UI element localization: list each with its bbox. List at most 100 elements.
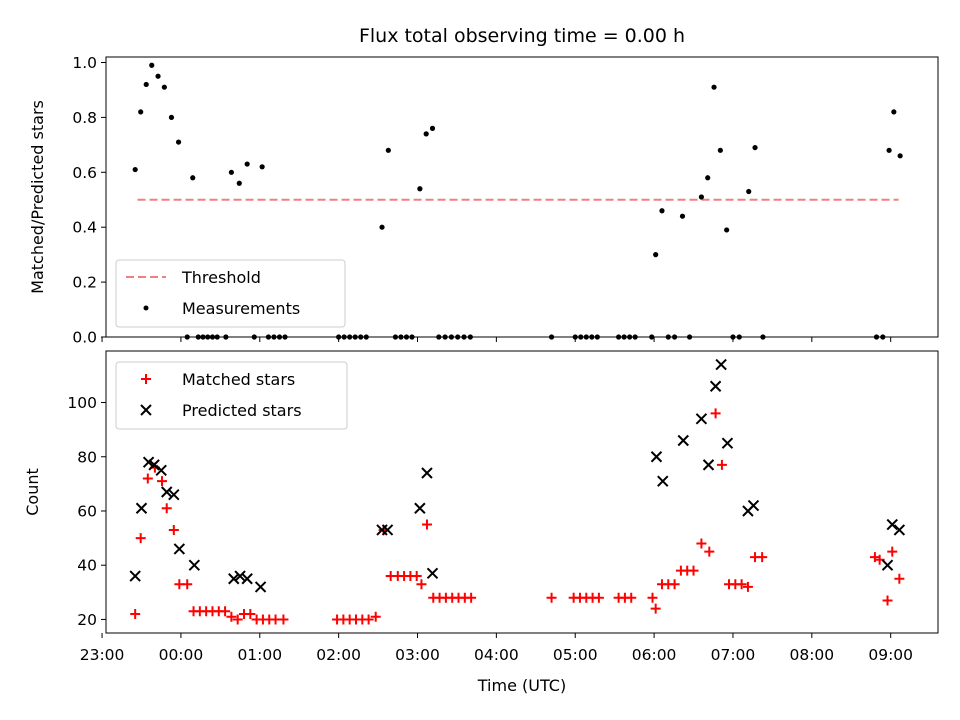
matched-point [182, 579, 193, 590]
matched-point [130, 609, 141, 620]
matched-point [688, 565, 699, 576]
predicted-point [129, 570, 141, 582]
count-y-tick-label: 80 [77, 448, 97, 466]
measurement-point [423, 131, 429, 137]
matched-point [245, 609, 256, 620]
measurement-point [132, 166, 138, 173]
ratio-y-tick-label: 0.8 [72, 109, 97, 127]
predicted-point [234, 570, 246, 582]
predicted-point [414, 502, 426, 514]
measurement-point [168, 114, 175, 120]
measurement-point [659, 208, 665, 214]
matched-point [416, 579, 427, 590]
predicted-point [702, 459, 715, 471]
predicted-point [709, 380, 722, 392]
legend-predicted-swatch [140, 404, 152, 416]
x-axis-label: Time (UTC) [477, 676, 566, 695]
predicted-point [135, 502, 148, 514]
x-tick-label: 09:00 [868, 646, 913, 664]
ratio-y-tick-label: 1.0 [72, 54, 97, 72]
x-tick-label: 02:00 [316, 646, 361, 664]
measurement-point [175, 139, 182, 145]
matched-point [704, 546, 715, 557]
measurement-point [155, 73, 161, 79]
ratio-legend: Threshold Measurements [115, 259, 346, 328]
matched-point [421, 519, 432, 530]
predicted-point [155, 464, 167, 477]
count-y-ticks: 20 40 60 80 100 [67, 394, 106, 629]
predicted-point [173, 543, 186, 555]
ratio-y-tick-label: 0.4 [72, 219, 97, 237]
measurement-point [705, 175, 711, 181]
matched-point [168, 524, 179, 535]
measurement-point [429, 125, 436, 131]
measurement-point [891, 109, 897, 115]
matched-point [887, 546, 898, 557]
predicted-point [381, 524, 394, 536]
matched-point [710, 408, 721, 419]
predicted-point [747, 499, 760, 512]
predicted-point [657, 475, 669, 487]
measurement-point [897, 153, 903, 159]
predicted-point [721, 437, 734, 449]
predicted-point [893, 524, 906, 536]
measurement-point [138, 109, 144, 115]
count-x-ticks: 23:00 00:00 01:00 02:00 03:00 04:00 05:00 06:00… [80, 633, 913, 664]
x-tick-label: 05:00 [553, 646, 598, 664]
predicted-point [254, 581, 267, 593]
legend-matched-swatch [141, 374, 151, 384]
measurement-point [259, 164, 265, 170]
count-y-tick-label: 100 [67, 394, 97, 412]
matched-point [142, 473, 153, 484]
matched-point [370, 611, 381, 622]
matched-point [226, 611, 237, 622]
x-tick-label: 08:00 [789, 646, 834, 664]
matched-point [894, 573, 905, 584]
ratio-y-axis-label: Matched/Predicted stars [28, 100, 47, 294]
matched-point [669, 579, 680, 590]
measurement-point [886, 147, 892, 153]
ratio-panel-frame [105, 56, 939, 338]
matched-point [232, 614, 243, 625]
predicted-point [886, 518, 898, 531]
x-tick-label: 03:00 [395, 646, 440, 664]
matched-point [156, 476, 167, 487]
measurement-point [149, 62, 155, 68]
count-marks [129, 358, 906, 625]
matched-point [757, 552, 768, 563]
predicted-point [715, 358, 727, 371]
predicted-point [650, 451, 663, 463]
measurement-point [417, 186, 423, 192]
x-tick-label: 07:00 [711, 646, 756, 664]
x-tick-label: 04:00 [474, 646, 519, 664]
count-y-axis-label: Count [23, 468, 42, 516]
measurement-point [711, 84, 717, 90]
legend-predicted-label: Predicted stars [182, 401, 302, 420]
count-y-tick-label: 40 [77, 557, 97, 575]
matched-point [696, 538, 707, 549]
predicted-point [241, 573, 253, 585]
predicted-point [228, 573, 240, 585]
matched-point [278, 614, 289, 625]
matched-point [742, 581, 753, 592]
measurement-point [161, 84, 167, 90]
count-legend-box [115, 361, 348, 430]
x-tick-label: 00:00 [159, 646, 204, 664]
predicted-point [421, 467, 433, 479]
matched-point [882, 595, 893, 606]
ratio-x-ticks [101, 337, 892, 342]
predicted-point [168, 489, 180, 501]
predicted-series [129, 358, 906, 593]
measurement-point [746, 188, 752, 195]
count-y-tick-label: 20 [77, 611, 97, 629]
matched-point [363, 614, 374, 625]
matched-point [647, 592, 658, 603]
chart-title: Flux total observing time = 0.00 h [359, 25, 685, 47]
measurement-point [379, 224, 385, 230]
matched-point [411, 571, 422, 582]
predicted-point [881, 559, 894, 571]
count-panel: 20 40 60 80 100 23:00 00:00 01:00 02:00 03:00 04:… [23, 350, 939, 695]
measurement-point [190, 175, 196, 181]
matched-point [546, 592, 557, 603]
